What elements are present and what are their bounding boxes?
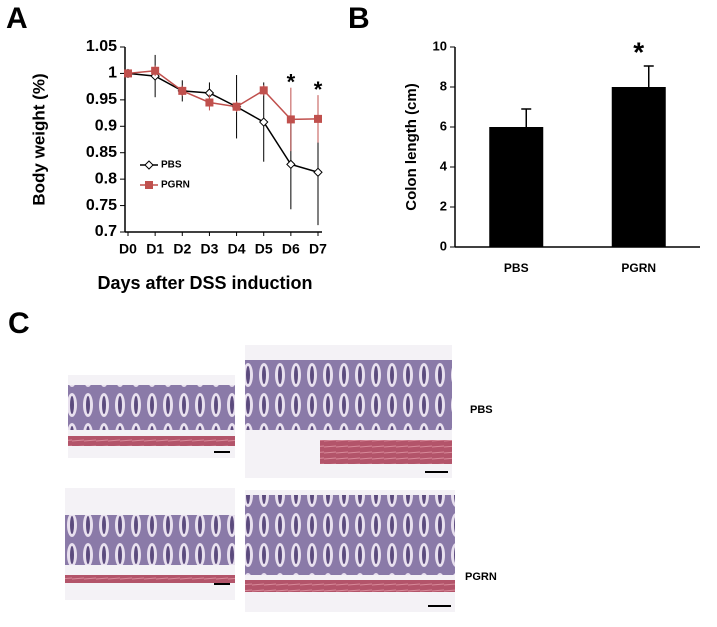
legend-marker	[145, 181, 153, 189]
histology-label: PGRN	[465, 571, 497, 583]
data-point	[259, 86, 268, 95]
annotation: *	[287, 70, 296, 95]
y-tick-label: 0.9	[95, 118, 117, 135]
y-axis-label: Colon length (cm)	[403, 83, 420, 211]
data-point	[286, 115, 295, 124]
data-point	[286, 159, 296, 170]
y-tick-label: 0.8	[95, 170, 117, 187]
y-axis-label: Body weight (%)	[29, 73, 48, 205]
data-point	[313, 167, 323, 177]
y-tick-label: 0.85	[86, 144, 117, 161]
x-tick-label: D7	[309, 241, 327, 257]
data-point	[178, 86, 187, 95]
annotation: *	[314, 77, 323, 102]
bar	[489, 127, 544, 247]
x-axis-label: Days after DSS induction	[97, 273, 312, 293]
panel-letter: B	[348, 2, 370, 35]
x-tick-label: D0	[119, 241, 137, 257]
series-line	[127, 72, 319, 173]
legend-label: PBS	[161, 160, 182, 171]
x-tick-label: D2	[173, 241, 191, 257]
y-tick-label: 2	[440, 198, 447, 213]
x-tick-label: D5	[255, 241, 273, 257]
y-tick-label: 1	[108, 65, 117, 82]
data-point	[151, 66, 160, 75]
y-tick-label: 8	[440, 78, 447, 93]
legend-label: PGRN	[161, 180, 190, 191]
bar	[611, 87, 666, 247]
y-tick-label: 0.7	[95, 223, 117, 240]
panel-letter: A	[6, 2, 28, 35]
series-line	[127, 70, 319, 121]
y-tick-label: 4	[440, 158, 448, 173]
data-point	[124, 69, 132, 78]
x-tick-label: PGRN	[621, 261, 656, 275]
y-tick-label: 6	[440, 118, 447, 133]
data-point	[205, 98, 214, 107]
x-tick-label: D4	[228, 241, 246, 257]
data-point	[259, 117, 269, 127]
x-tick-label: D1	[146, 241, 164, 257]
y-tick-label: 1.05	[86, 38, 117, 55]
y-tick-label: 0	[440, 238, 447, 253]
y-tick-label: 0.75	[86, 197, 117, 214]
histology	[65, 345, 455, 612]
x-tick-label: PBS	[504, 261, 529, 275]
panel-letter: C	[8, 307, 30, 340]
data-point	[314, 114, 322, 123]
x-tick-label: D3	[200, 241, 218, 257]
y-tick-label: 0.95	[86, 91, 117, 108]
legend-marker	[144, 160, 154, 170]
y-tick-label: 10	[433, 38, 447, 53]
histology-label: PBS	[470, 404, 493, 416]
annotation: *	[633, 36, 644, 67]
x-tick-label: D6	[282, 241, 300, 257]
data-point	[232, 102, 241, 111]
